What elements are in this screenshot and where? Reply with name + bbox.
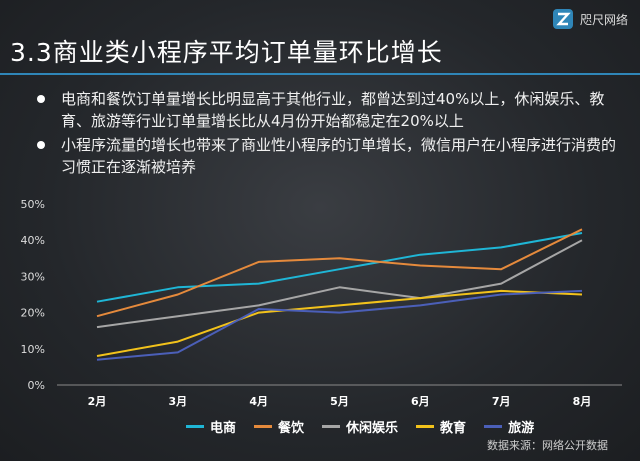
- title-divider: [0, 73, 640, 75]
- chart-legend: 电商 餐饮 休闲娱乐 教育 旅游: [186, 417, 534, 436]
- legend-label: 电商: [210, 421, 237, 436]
- y-tick-label: 30%: [21, 270, 45, 283]
- legend-item: 电商: [186, 417, 236, 436]
- legend-swatch: [416, 425, 435, 428]
- legend-item: 休闲娱乐: [322, 417, 398, 436]
- legend-item: 旅游: [484, 417, 534, 436]
- legend-label: 旅游: [508, 421, 535, 436]
- series-line: [96, 289, 583, 357]
- y-tick-label: 0%: [28, 379, 45, 392]
- x-tick-label: 4月: [249, 395, 268, 408]
- line-chart: 0% 10% 20% 30% 40% 50% 2月 3月 4月 5月 6月 7月 8月: [21, 198, 622, 408]
- z-logo-icon: [552, 9, 573, 29]
- bullet-list: 电商和餐饮订单量增长比明显高于其他行业，都曾达到过40%以上，休闲娱乐、教育、旅…: [37, 88, 627, 180]
- y-tick-label: 10%: [21, 343, 45, 356]
- bullet-text: 小程序流量的增长也带来了商业性小程序的订单增长，微信用户在小程序进行消费的习惯正…: [61, 136, 617, 176]
- legend-swatch: [484, 425, 503, 428]
- legend-swatch: [254, 425, 273, 428]
- series-line: [96, 228, 583, 318]
- legend-item: 教育: [416, 417, 466, 436]
- bullet-item: 小程序流量的增长也带来了商业性小程序的订单增长，微信用户在小程序进行消费的习惯正…: [37, 134, 627, 178]
- brand-logo: 咫尺网络: [552, 8, 628, 30]
- legend-swatch: [322, 425, 341, 428]
- series-line: [96, 289, 583, 361]
- page-title: 3.3商业类小程序平均订单量环比增长: [10, 38, 443, 67]
- y-tick-label: 50%: [21, 198, 45, 211]
- x-tick-label: 3月: [169, 395, 188, 408]
- logo-text: 咫尺网络: [579, 12, 628, 27]
- x-tick-label: 6月: [411, 395, 430, 408]
- y-tick-label: 40%: [21, 234, 45, 247]
- series-line: [96, 239, 583, 329]
- legend-label: 教育: [440, 421, 467, 436]
- source-note: 数据来源：网络公开数据: [487, 439, 608, 452]
- legend-swatch: [186, 425, 204, 428]
- legend-label: 餐饮: [278, 421, 305, 436]
- legend-item: 餐饮: [254, 417, 304, 436]
- x-tick-label: 8月: [573, 395, 592, 408]
- x-tick-label: 2月: [88, 395, 107, 408]
- bullet-text: 电商和餐饮订单量增长比明显高于其他行业，都曾达到过40%以上，休闲娱乐、教育、旅…: [61, 90, 605, 130]
- x-tick-label: 7月: [492, 395, 511, 408]
- header: 3.3商业类小程序平均订单量环比增长 咫尺网络: [0, 0, 640, 80]
- series-line: [96, 232, 583, 303]
- bullet-dot-icon: [37, 95, 45, 103]
- bullet-dot-icon: [37, 141, 45, 149]
- bullet-item: 电商和餐饮订单量增长比明显高于其他行业，都曾达到过40%以上，休闲娱乐、教育、旅…: [37, 88, 627, 132]
- x-tick-label: 5月: [330, 395, 349, 408]
- y-tick-label: 20%: [21, 307, 45, 320]
- legend-label: 休闲娱乐: [346, 421, 399, 436]
